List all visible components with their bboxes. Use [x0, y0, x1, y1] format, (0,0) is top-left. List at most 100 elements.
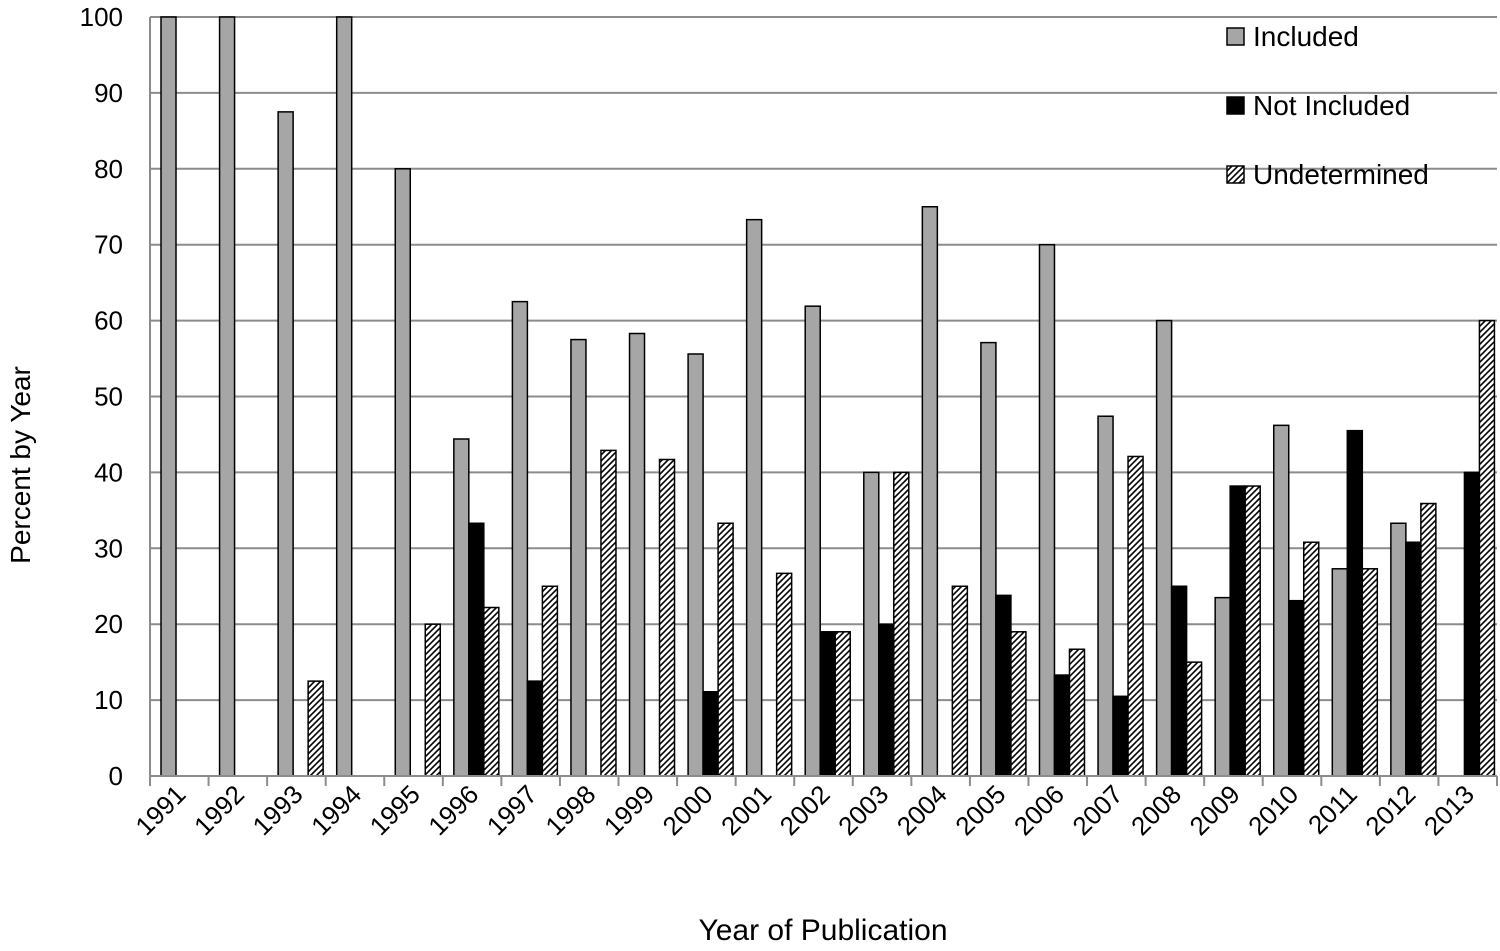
- y-tick-label: 40: [94, 457, 123, 487]
- x-tick-label: 2013: [1418, 779, 1480, 841]
- bar-undetermined: [1244, 485, 1261, 777]
- y-tick-label: 80: [94, 154, 123, 184]
- bar-undetermined: [658, 458, 676, 777]
- bar-undetermined: [775, 572, 793, 777]
- bar-included: [1038, 243, 1056, 777]
- bar-undetermined: [307, 680, 324, 777]
- bar-undetermined: [951, 585, 969, 777]
- y-axis-label: Percent by Year: [5, 366, 36, 564]
- bar-included: [1097, 415, 1114, 777]
- bar-not-included: [1053, 674, 1071, 777]
- x-tick-label: 2003: [832, 779, 894, 841]
- x-tick-label: 1994: [305, 779, 367, 841]
- bar-not-included: [1463, 471, 1481, 777]
- x-tick-label: 2008: [1125, 779, 1187, 841]
- bar-undetermined: [1010, 631, 1027, 777]
- x-tick-label: 2006: [1008, 779, 1070, 841]
- x-tick-label: 2002: [774, 779, 836, 841]
- bar-undetermined: [893, 471, 910, 777]
- x-tick-label: 1996: [422, 779, 484, 841]
- bar-undetermined: [1068, 648, 1086, 777]
- gridlines: [150, 16, 1497, 702]
- bar-not-included: [702, 691, 719, 777]
- x-tick-label: 1998: [539, 779, 601, 841]
- x-tick-label: 2004: [891, 779, 953, 841]
- x-tick-label: 2010: [1242, 779, 1304, 841]
- bar-not-included: [526, 680, 544, 777]
- bar-included: [277, 111, 294, 777]
- bar-included: [1272, 424, 1290, 777]
- bar-undetermined: [1127, 455, 1144, 777]
- legend-swatch: [1226, 96, 1245, 115]
- bar-undetermined: [483, 606, 500, 777]
- x-tick-label: 2011: [1302, 779, 1363, 840]
- bar-included: [1390, 522, 1407, 777]
- x-axis-label: Year of Publication: [698, 914, 947, 947]
- bar-included: [745, 218, 763, 777]
- bar-not-included: [995, 594, 1012, 777]
- bar-included: [335, 16, 353, 777]
- bar-undetermined: [1361, 568, 1379, 777]
- legend-label: Included: [1253, 21, 1359, 52]
- y-tick-label: 50: [94, 382, 123, 412]
- bar-included: [1155, 319, 1173, 777]
- bar-included: [980, 341, 997, 777]
- bar-not-included: [1346, 429, 1364, 777]
- legend-label: Not Included: [1253, 90, 1410, 121]
- x-tick-label: 2001: [715, 779, 777, 841]
- bar-undetermined: [424, 623, 442, 777]
- bar-included: [218, 16, 236, 777]
- x-tick-label: 1995: [364, 779, 426, 841]
- x-tick-labels: 1991199219931994199519961997199819992000…: [129, 779, 1480, 841]
- bar-undetermined: [541, 585, 559, 777]
- x-tick-label: 2005: [949, 779, 1011, 841]
- bar-not-included: [878, 623, 895, 777]
- bar-not-included: [1405, 541, 1422, 777]
- y-tick-label: 30: [94, 533, 123, 563]
- bar-not-included: [819, 631, 836, 777]
- bar-not-included: [468, 522, 485, 777]
- y-tick-label: 90: [94, 78, 123, 108]
- bar-included: [160, 16, 177, 777]
- legend: Included Not Included Undetermined: [1226, 21, 1429, 190]
- bar-included: [921, 206, 939, 777]
- bar-undetermined: [1302, 541, 1320, 777]
- bar-not-included: [1229, 485, 1246, 777]
- bar-undetermined: [1185, 661, 1203, 777]
- bar-not-included: [1170, 585, 1188, 777]
- bar-included: [1331, 568, 1349, 777]
- legend-swatch: [1226, 165, 1245, 184]
- x-tick-label: 2000: [656, 779, 718, 841]
- y-tick-label: 0: [109, 761, 123, 791]
- x-tick-label: 2012: [1359, 779, 1421, 841]
- x-tick-label: 1992: [188, 779, 250, 841]
- bar-not-included: [1287, 599, 1305, 777]
- x-tick-label: 1993: [247, 779, 309, 841]
- bar-included: [453, 438, 470, 777]
- y-tick-label: 70: [94, 230, 123, 260]
- axes: [149, 17, 1498, 786]
- x-tick-label: 1997: [481, 779, 543, 841]
- bar-included: [570, 338, 587, 777]
- bar-undetermined: [1420, 502, 1437, 777]
- bar-undetermined: [600, 449, 617, 777]
- y-tick-labels: 0 10 20 30 40 50 60 70 80 90 100: [80, 2, 123, 791]
- bar-included: [804, 305, 821, 777]
- legend-swatch: [1226, 27, 1245, 46]
- y-tick-label: 60: [94, 306, 123, 336]
- bar-undetermined: [834, 631, 851, 777]
- y-tick-label: 100: [80, 2, 123, 32]
- y-tick-label: 20: [94, 609, 123, 639]
- x-tick-label: 2009: [1184, 779, 1246, 841]
- bar-included: [394, 168, 412, 777]
- bar-undetermined: [1478, 319, 1496, 777]
- bar-undetermined: [717, 522, 734, 777]
- bar-included: [511, 300, 529, 777]
- x-tick-label: 1999: [598, 779, 660, 841]
- bar-not-included: [1112, 695, 1129, 777]
- x-tick-label: 2007: [1066, 779, 1128, 841]
- legend-label: Undetermined: [1253, 159, 1429, 190]
- bar-included: [1214, 596, 1231, 777]
- x-tick-label: 1991: [129, 779, 191, 841]
